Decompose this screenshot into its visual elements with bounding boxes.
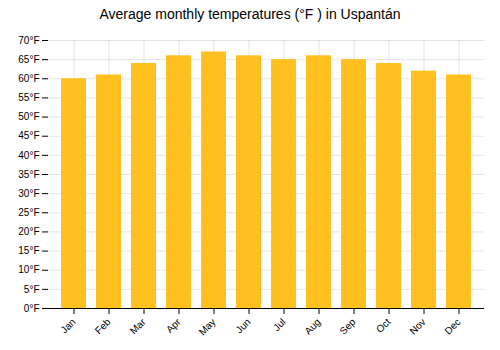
svg-text:70°F: 70°F [18,35,39,46]
svg-text:40°F: 40°F [18,150,39,161]
svg-text:45°F: 45°F [18,130,39,141]
svg-text:Jan: Jan [58,316,77,335]
svg-text:Sep: Sep [337,316,358,337]
svg-text:15°F: 15°F [18,245,39,256]
svg-text:Oct: Oct [374,316,393,335]
svg-text:50°F: 50°F [18,111,39,122]
svg-text:Jul: Jul [271,316,288,333]
svg-text:0°F: 0°F [24,303,40,314]
svg-text:60°F: 60°F [18,73,39,84]
svg-text:5°F: 5°F [24,284,40,295]
svg-text:65°F: 65°F [18,54,39,65]
svg-text:Nov: Nov [407,316,427,336]
svg-text:10°F: 10°F [18,264,39,275]
svg-text:Feb: Feb [93,316,113,336]
svg-text:Jun: Jun [233,316,252,335]
html-text:Average monthly temperatures (: Average monthly temperatures (°F ) in Us… [99,6,401,22]
svg-text:25°F: 25°F [18,207,39,218]
svg-text:Apr: Apr [164,316,183,335]
svg-text:55°F: 55°F [18,92,39,103]
svg-text:May: May [197,316,218,337]
svg-text:20°F: 20°F [18,226,39,237]
svg-text:35°F: 35°F [18,169,39,180]
svg-text:Aug: Aug [302,316,322,336]
svg-text:Mar: Mar [128,316,148,336]
svg-text:Dec: Dec [442,316,462,336]
svg-text:30°F: 30°F [18,188,39,199]
